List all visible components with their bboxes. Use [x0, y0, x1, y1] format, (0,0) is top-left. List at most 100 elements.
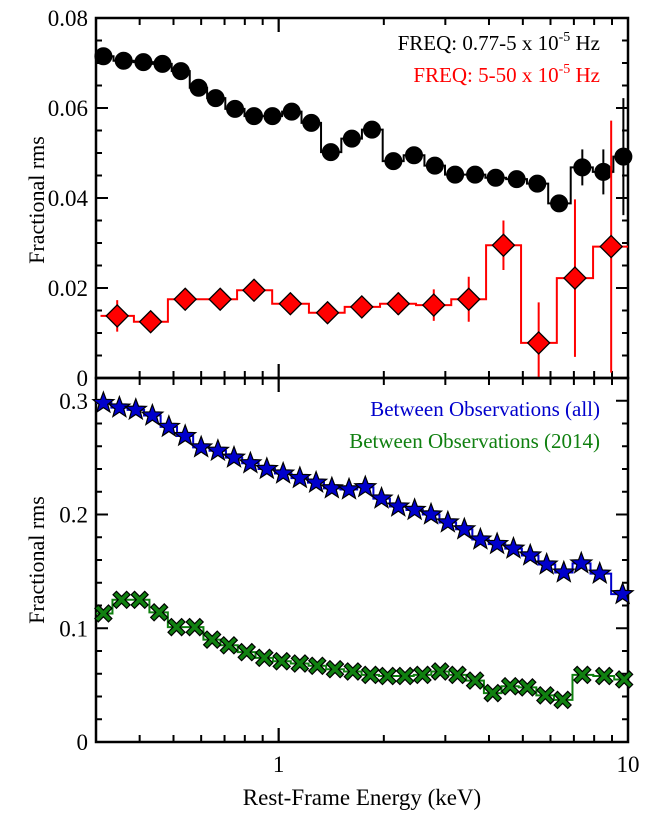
top-series-1-point: [245, 107, 264, 126]
bottom-series-1-point: [254, 456, 279, 480]
bottom-series-1-point: [610, 581, 635, 605]
top-series-1-point: [153, 54, 172, 73]
bottom-series-1-point: [435, 509, 460, 533]
bottom-legend-series-2: Between Observations (2014): [349, 429, 600, 453]
bottom-series-1-point: [238, 450, 263, 474]
bottom-series-2-point: [594, 666, 614, 686]
top-series-2-point: [349, 294, 374, 319]
top-y-tick-label: 0.06: [48, 96, 88, 121]
top-series-1-point: [404, 146, 423, 165]
bottom-series-1-point: [140, 402, 165, 426]
top-series-2-point: [491, 233, 516, 258]
bottom-series-1-point: [468, 526, 493, 550]
top-series-2-point: [315, 300, 340, 325]
bottom-series-1-point: [569, 550, 594, 574]
bottom-series-2-point: [130, 590, 149, 610]
bottom-series-1-point: [369, 485, 394, 509]
bottom-series-1-point: [501, 535, 526, 559]
bottom-series-2-point: [219, 635, 239, 655]
bottom-series-2-point: [430, 662, 450, 681]
top-series-1-point: [614, 147, 633, 166]
bottom-series-1-point: [271, 460, 296, 484]
bottom-series-2-point: [149, 602, 169, 622]
top-series-2-point: [105, 303, 130, 328]
top-series-1-point: [171, 62, 190, 81]
x-tick-label: 10: [617, 752, 640, 777]
bottom-series-2-point: [500, 676, 520, 696]
top-y-tick-label: 0: [77, 366, 89, 391]
top-series-1-point: [321, 143, 340, 162]
bottom-series-2-point: [572, 665, 592, 685]
bottom-series-2-point: [483, 683, 503, 703]
top-series-2-point: [173, 287, 198, 312]
bottom-series-1-point: [189, 434, 214, 458]
bottom-series-2-point: [185, 617, 205, 637]
bottom-series-1-point: [402, 497, 427, 521]
top-series-1-point: [594, 162, 613, 181]
top-series-1-point: [263, 107, 282, 126]
bottom-series-2-point: [517, 678, 537, 697]
top-series-1-point: [550, 194, 569, 213]
bottom-axis-ticks: 0 0.1 0.2 0.3 1 10: [59, 377, 640, 777]
bottom-series-1-point: [173, 423, 198, 447]
bottom-series-2-point: [465, 671, 485, 690]
bottom-y-tick-label: 0.1: [59, 616, 88, 641]
top-data-layer: [94, 47, 633, 378]
bottom-series-1-point: [418, 501, 444, 525]
bottom-series-2-point: [272, 651, 292, 671]
top-series-2-point: [563, 266, 587, 291]
bottom-series-2-point: [448, 665, 467, 685]
bottom-series-2-point: [614, 670, 634, 689]
bottom-series-2-point: [325, 659, 345, 679]
bottom-series-1-point: [551, 559, 576, 583]
bottom-data-layer: [91, 390, 635, 710]
top-series-1-point: [573, 158, 592, 177]
top-series-2-point: [386, 291, 411, 316]
bottom-series-1-point: [221, 444, 247, 468]
bottom-y-axis-title: Fractional rms: [24, 496, 49, 624]
bottom-series-2-point: [202, 630, 222, 649]
bottom-series-1-point: [353, 474, 378, 498]
top-y-axis-title: Fractional rms: [24, 136, 49, 264]
bottom-series-2-point: [553, 690, 572, 710]
bottom-series-2-point: [307, 656, 327, 676]
top-series-2-point: [208, 287, 233, 312]
top-legend-series-1: FREQ: 0.77-5 x 10-5 Hz: [398, 30, 600, 55]
bottom-y-tick-label: 0.2: [59, 503, 88, 528]
top-series-1-point: [507, 170, 526, 189]
bottom-series-2-point: [378, 666, 397, 686]
bottom-series-1-point: [518, 542, 543, 566]
top-series-1-point: [114, 51, 133, 70]
top-series-1-point: [282, 102, 301, 121]
bottom-series-1-point: [534, 551, 559, 575]
top-y-tick-label: 0.02: [48, 276, 88, 301]
top-series-1-point: [206, 89, 225, 108]
bottom-series-1-point: [91, 390, 116, 414]
bottom-series-2-point: [237, 642, 257, 662]
bottom-series-1-point: [205, 438, 230, 462]
bottom-series-2-point: [361, 665, 380, 685]
x-tick-label: 1: [273, 752, 285, 777]
top-series-1-point: [425, 156, 444, 175]
bottom-series-1-point: [336, 476, 362, 500]
top-series-1-point: [302, 113, 321, 132]
top-series-2-point: [456, 287, 481, 312]
bottom-series-1-point: [485, 531, 510, 555]
top-series-2-point: [278, 291, 303, 316]
top-series-1-point: [362, 120, 381, 139]
bottom-series-2-point: [536, 686, 555, 705]
bottom-series-1-point: [156, 414, 181, 438]
bottom-series-2-point: [343, 662, 363, 681]
top-series-2-point: [138, 309, 163, 334]
top-series-1-point: [384, 152, 403, 171]
bottom-y-tick-label: 0: [77, 730, 89, 755]
top-series-1-point: [486, 168, 505, 187]
top-series-1-point: [446, 165, 465, 184]
bottom-legend-series-1: Between Observations (all): [370, 397, 600, 421]
bottom-series-1-point: [452, 516, 477, 540]
bottom-series-1-point: [107, 394, 132, 418]
bottom-y-tick-label: 0.3: [59, 389, 88, 414]
bottom-series-1-point: [587, 560, 612, 584]
top-series-1-point: [134, 53, 153, 72]
